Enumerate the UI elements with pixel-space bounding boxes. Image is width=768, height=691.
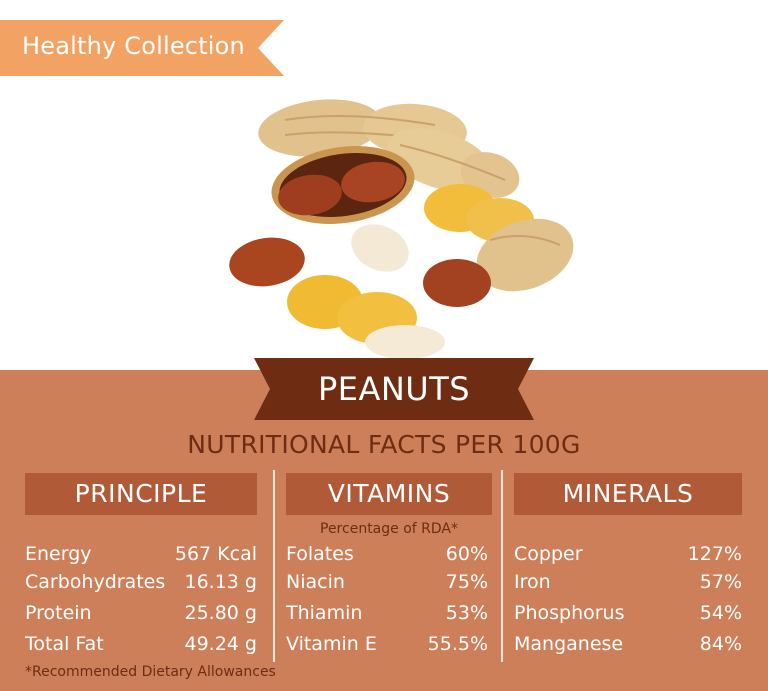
mineral-label: Phosphorus <box>514 602 625 624</box>
principle-row: Carbohydrates 16.13 g <box>25 571 257 597</box>
mineral-row: Phosphorus 54% <box>514 602 742 628</box>
mineral-value: 57% <box>699 571 742 593</box>
peanut-shell-lower-right <box>423 218 574 307</box>
nutrient-value: 49.24 g <box>184 633 258 655</box>
vitamins-heading: VITAMINS <box>286 473 492 515</box>
vitamin-row: Folates 60% <box>286 543 488 569</box>
nutrient-value: 16.13 g <box>184 571 258 593</box>
mineral-value: 54% <box>699 602 742 624</box>
vitamin-value: 60% <box>445 543 488 565</box>
vitamin-row: Vitamin E 55.5% <box>286 633 488 659</box>
rda-note: Percentage of RDA* <box>320 521 458 537</box>
principle-row: Protein 25.80 g <box>25 602 257 628</box>
vitamin-label: Folates <box>286 543 354 565</box>
vitamin-row: Niacin 75% <box>286 571 488 597</box>
tag-ribbon-shape <box>0 20 284 76</box>
nutrient-value: 567 Kcal <box>174 543 257 565</box>
principle-row: Energy 567 Kcal <box>25 543 257 569</box>
title-banner: PEANUTS <box>254 358 534 420</box>
principle-heading: PRINCIPLE <box>25 473 257 515</box>
mineral-value: 84% <box>699 633 742 655</box>
nutrient-label: Total Fat <box>25 633 104 655</box>
mineral-label: Iron <box>514 571 551 593</box>
vitamin-value: 53% <box>445 602 488 624</box>
vitamin-label: Thiamin <box>286 602 363 624</box>
vitamin-row: Thiamin 53% <box>286 602 488 628</box>
nutrition-subtitle: NUTRITIONAL FACTS PER 100G <box>187 430 581 459</box>
vitamin-value: 55.5% <box>427 633 488 655</box>
column-divider <box>273 470 275 662</box>
peanut-red-2 <box>423 259 491 307</box>
mineral-row: Manganese 84% <box>514 633 742 659</box>
mineral-label: Manganese <box>514 633 624 655</box>
rda-footnote: *Recommended Dietary Allowances <box>25 664 276 680</box>
collection-label: Healthy Collection <box>22 32 245 60</box>
column-divider <box>501 470 503 662</box>
nutrition-panel <box>0 370 768 691</box>
peanut-white-2 <box>365 325 445 359</box>
vitamin-label: Vitamin E <box>286 633 377 655</box>
banner-ribbon-shape <box>254 358 534 420</box>
mineral-row: Copper 127% <box>514 543 742 569</box>
peanuts-illustration <box>229 99 574 359</box>
vitamin-value: 75% <box>445 571 488 593</box>
peanut-white-1 <box>351 224 409 272</box>
nutrient-label: Energy <box>25 543 92 565</box>
vitamin-label: Niacin <box>286 571 345 593</box>
peanut-red-1 <box>229 237 305 287</box>
healthy-collection-tag: Healthy Collection <box>0 20 284 76</box>
open-peanut-shell <box>271 146 415 224</box>
nutrient-label: Carbohydrates <box>25 571 166 593</box>
minerals-heading: MINERALS <box>514 473 742 515</box>
principle-row: Total Fat 49.24 g <box>25 633 257 659</box>
nutrient-label: Protein <box>25 602 92 624</box>
page-title: PEANUTS <box>317 370 471 408</box>
mineral-label: Copper <box>514 543 583 565</box>
mineral-row: Iron 57% <box>514 571 742 597</box>
nutrient-value: 25.80 g <box>184 602 258 624</box>
mineral-value: 127% <box>687 543 742 565</box>
